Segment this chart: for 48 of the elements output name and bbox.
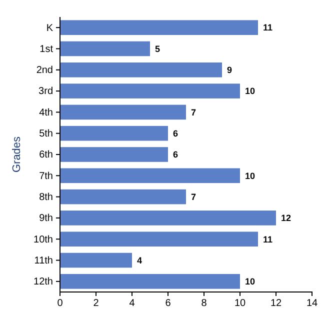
x-tick-label: 8 (201, 298, 208, 310)
bar (60, 147, 168, 162)
y-tick-label: 2nd (36, 65, 53, 76)
y-tick-label: K (46, 22, 54, 34)
bar (60, 189, 186, 204)
bar (60, 252, 132, 268)
data-label: 7 (191, 107, 196, 118)
bar (60, 104, 186, 120)
bar (60, 84, 240, 98)
y-tick-label: 9th (39, 213, 53, 224)
x-tick-label: 4 (129, 298, 136, 310)
data-label: 10 (245, 276, 256, 287)
x-tick-label: 0 (57, 298, 64, 310)
data-label: 9 (227, 65, 232, 76)
bar (60, 232, 258, 247)
x-tick-label: 6 (165, 298, 172, 310)
x-tick-label: 12 (270, 298, 282, 310)
x-tick-label: 10 (234, 298, 246, 310)
y-tick-label: 12th (34, 276, 53, 288)
y-tick-label: 8th (39, 192, 53, 204)
x-tick-label: 2 (93, 298, 100, 310)
data-label: 6 (173, 150, 178, 160)
bar (60, 274, 240, 289)
data-label: 11 (263, 234, 273, 244)
y-tick-label: 7th (39, 170, 53, 182)
bar (60, 41, 150, 56)
y-tick-label: 10th (34, 234, 53, 246)
y-axis-title: Grades (11, 136, 23, 173)
bar (60, 210, 276, 226)
bar (60, 62, 222, 78)
y-tick-label: 1st (40, 44, 54, 55)
data-label: 4 (137, 255, 142, 266)
y-tick-label: 11th (34, 255, 53, 266)
data-label: 11 (263, 22, 273, 33)
x-tick-label: 14 (306, 298, 318, 310)
bar (60, 20, 258, 35)
y-tick-label: 5th (39, 128, 53, 140)
data-label: 10 (245, 86, 256, 96)
y-tick-label: 4th (39, 107, 53, 118)
data-label: 6 (173, 128, 178, 138)
bar (60, 126, 168, 141)
data-label: 12 (281, 213, 292, 224)
y-tick-label: 3rd (38, 86, 53, 98)
data-label: 7 (191, 192, 196, 202)
data-label: 5 (155, 44, 160, 54)
y-tick-label: 6th (39, 150, 53, 161)
bar (60, 168, 240, 184)
data-label: 10 (245, 170, 256, 181)
